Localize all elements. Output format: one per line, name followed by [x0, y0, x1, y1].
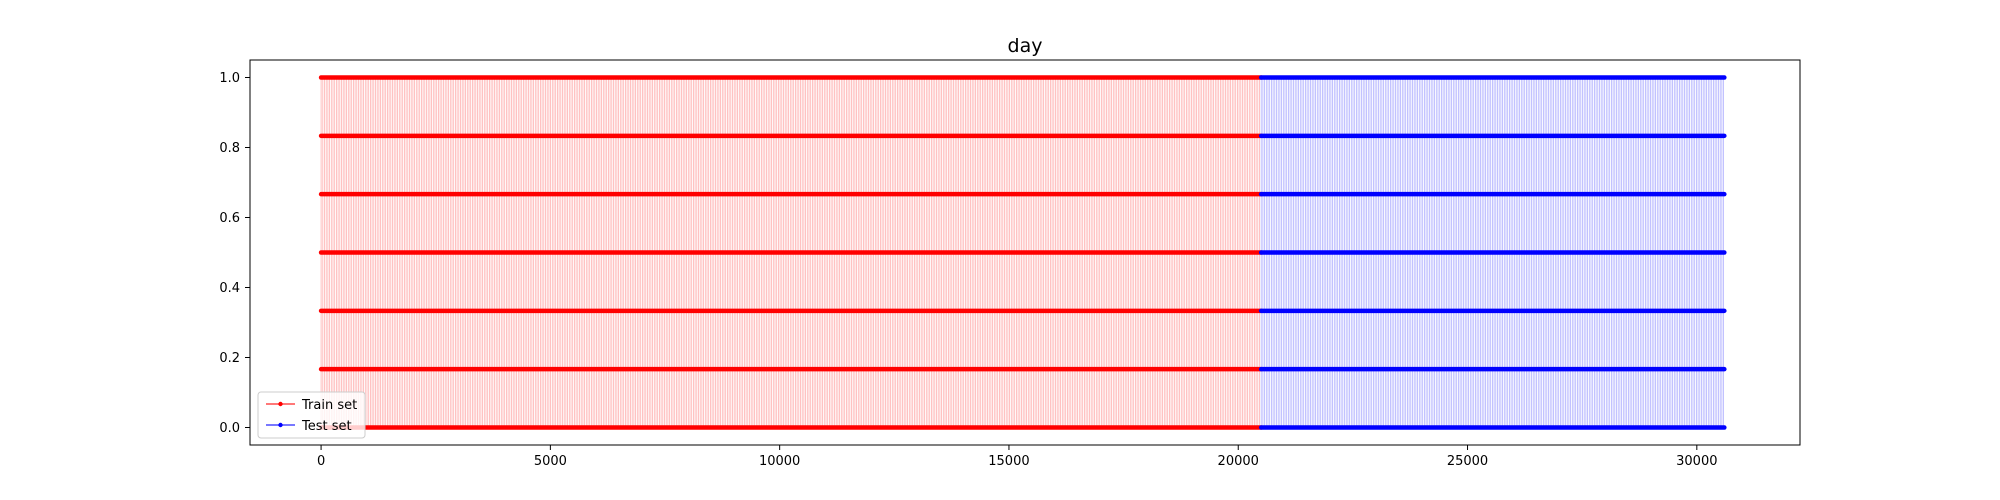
y-axis: 0.0 0.2 0.4 0.6 0.8 1.0 — [219, 71, 250, 436]
series-train — [318, 75, 1264, 430]
series-test — [1258, 75, 1727, 430]
x-tick-label: 20000 — [1218, 454, 1259, 469]
x-tick-label: 5000 — [534, 454, 567, 469]
legend-test-label: Test set — [301, 419, 352, 434]
x-tick-label: 15000 — [988, 454, 1029, 469]
legend-test-marker — [278, 422, 283, 428]
x-tick-label: 10000 — [759, 454, 800, 469]
x-tick-label: 25000 — [1447, 454, 1488, 469]
y-tick-label: 0.0 — [219, 421, 240, 436]
y-tick-label: 0.8 — [219, 141, 240, 156]
y-tick-label: 0.2 — [219, 351, 240, 366]
x-tick-label: 0 — [317, 454, 325, 469]
chart-title: day — [1008, 35, 1043, 57]
x-axis: 0 5000 10000 15000 20000 25000 30000 — [317, 445, 1717, 469]
legend: Train set Test set — [257, 391, 366, 439]
y-tick-label: 0.6 — [219, 211, 240, 226]
plot-frame — [249, 59, 1801, 446]
legend-train-marker — [278, 401, 283, 407]
y-tick-label: 1.0 — [219, 71, 240, 86]
legend-train-label: Train set — [301, 398, 357, 413]
series-layer — [318, 75, 1727, 430]
x-tick-label: 30000 — [1676, 454, 1717, 469]
y-tick-label: 0.4 — [219, 281, 240, 296]
